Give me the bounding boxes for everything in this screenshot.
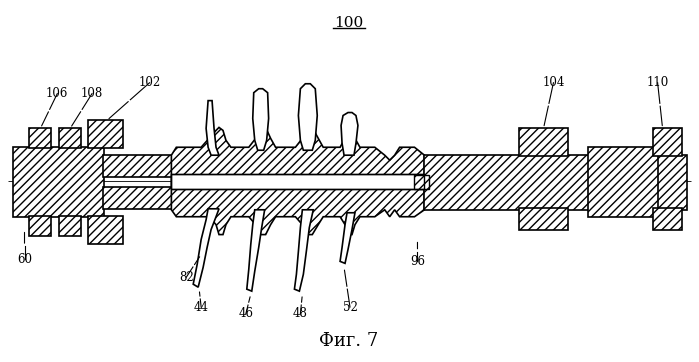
Text: 106: 106 <box>46 87 69 100</box>
Text: 46: 46 <box>238 307 253 320</box>
Bar <box>29 216 51 236</box>
Bar <box>88 216 123 244</box>
Text: 110: 110 <box>647 76 669 89</box>
Text: 48: 48 <box>293 307 308 320</box>
Polygon shape <box>340 213 355 264</box>
Text: 82: 82 <box>179 271 194 284</box>
Polygon shape <box>193 209 219 287</box>
Bar <box>519 208 568 230</box>
Bar <box>653 208 682 230</box>
Text: 44: 44 <box>194 300 208 313</box>
Bar <box>59 216 81 236</box>
Bar <box>59 129 81 148</box>
Text: 104: 104 <box>542 76 565 89</box>
Bar <box>424 155 648 210</box>
Text: 60: 60 <box>17 253 32 266</box>
Polygon shape <box>247 210 265 291</box>
Bar <box>13 147 104 217</box>
Bar <box>653 129 682 156</box>
Bar <box>415 175 429 189</box>
Text: 96: 96 <box>410 255 425 268</box>
Bar <box>658 155 687 210</box>
Bar <box>171 174 424 189</box>
Polygon shape <box>253 89 268 150</box>
Polygon shape <box>298 84 317 150</box>
Polygon shape <box>206 101 219 155</box>
Text: Фиг. 7: Фиг. 7 <box>319 332 379 350</box>
Polygon shape <box>294 210 313 291</box>
Text: 102: 102 <box>138 76 161 89</box>
Text: 52: 52 <box>343 300 357 313</box>
Polygon shape <box>341 113 358 155</box>
Polygon shape <box>171 127 424 235</box>
Bar <box>88 121 123 148</box>
Bar <box>29 129 51 148</box>
Bar <box>519 129 568 156</box>
Text: 100: 100 <box>334 16 363 30</box>
Bar <box>103 187 173 209</box>
Text: 108: 108 <box>81 87 103 100</box>
Bar <box>588 147 663 217</box>
Bar <box>103 155 173 177</box>
